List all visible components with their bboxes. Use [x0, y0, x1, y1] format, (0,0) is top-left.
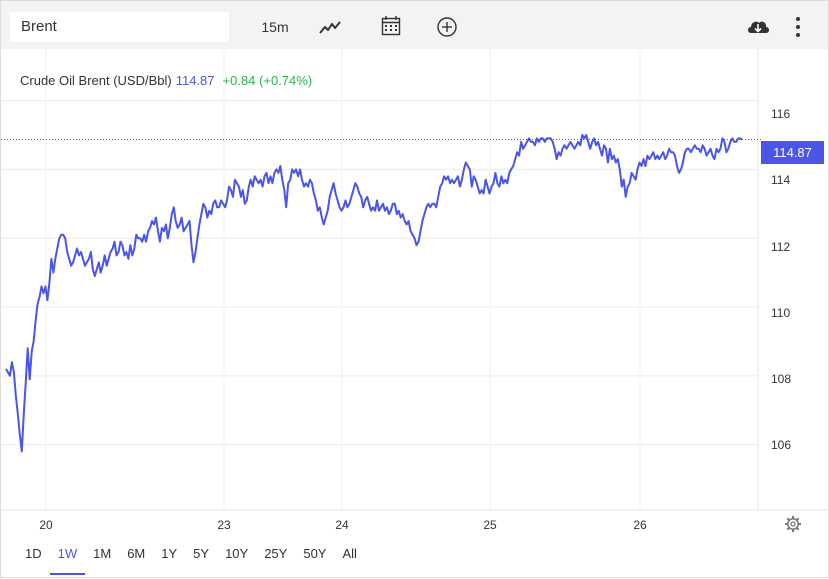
gear-icon — [785, 516, 801, 532]
instrument-name: Crude Oil Brent (USD/Bbl) — [20, 73, 172, 88]
y-tick-label: 116 — [771, 107, 791, 121]
range-6m[interactable]: 6M — [127, 546, 146, 561]
range-10y[interactable]: 10Y — [225, 546, 249, 561]
symbol-input[interactable]: Brent — [10, 12, 229, 42]
y-tick-label: 112 — [771, 240, 791, 254]
range-50y[interactable]: 50Y — [303, 546, 327, 561]
x-tick-label: 23 — [217, 518, 231, 532]
range-25y[interactable]: 25Y — [264, 546, 288, 561]
range-1y[interactable]: 1Y — [161, 546, 178, 561]
last-price-tag: 114.87 — [761, 141, 824, 164]
interval-selector[interactable]: 15m — [261, 19, 289, 35]
range-1d[interactable]: 1D — [25, 546, 42, 561]
y-tick-label: 108 — [771, 372, 792, 386]
x-tick-label: 26 — [633, 518, 647, 532]
range-all[interactable]: All — [342, 546, 357, 561]
download-button[interactable] — [743, 13, 773, 41]
more-menu-button[interactable] — [786, 13, 810, 41]
date-range-button[interactable] — [376, 13, 406, 41]
x-tick-label: 24 — [335, 518, 349, 532]
y-tick-label: 110 — [771, 306, 791, 320]
more-vertical-icon — [796, 17, 800, 37]
range-1w[interactable]: 1W — [49, 545, 86, 575]
quote-header: Crude Oil Brent (USD/Bbl) 114.87 +0.84 (+0… — [20, 73, 312, 88]
chart-type-button[interactable] — [315, 13, 345, 41]
chart-toolbar: Brent 15m — [1, 1, 828, 49]
range-1m[interactable]: 1M — [93, 546, 112, 561]
download-cloud-icon — [748, 21, 769, 33]
price-change: +0.84 — [222, 73, 256, 88]
range-selector: 1D 1W 1M 6M 1Y 5Y 10Y 25Y 50Y All — [17, 545, 365, 575]
calendar-icon — [381, 16, 401, 36]
y-tick-label: 114 — [771, 173, 791, 187]
plus-circle-icon — [437, 17, 457, 37]
x-tick-label: 25 — [483, 518, 497, 532]
range-5y[interactable]: 5Y — [193, 546, 210, 561]
price-change-percent: (+0.74%) — [259, 73, 313, 88]
x-tick-label: 20 — [39, 518, 53, 532]
y-tick-label: 106 — [771, 438, 792, 452]
last-price: 114.87 — [175, 73, 215, 88]
plot-area[interactable] — [1, 49, 758, 510]
chart-settings-button[interactable] — [782, 513, 804, 535]
line-chart-icon — [319, 21, 341, 34]
add-indicator-button[interactable] — [432, 13, 462, 41]
